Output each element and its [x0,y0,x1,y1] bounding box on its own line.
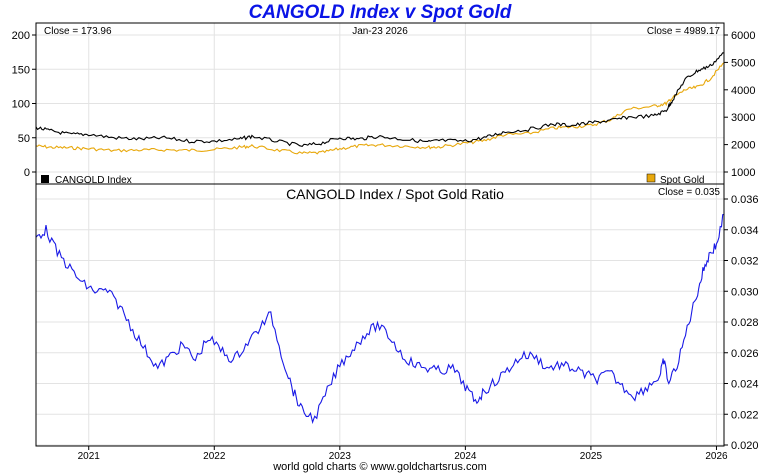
ratio-close-label: Close = 0.035 [658,187,720,198]
x-tick-label: 2022 [203,451,226,462]
legend-spot-gold-swatch [646,173,656,183]
ratio-tick-label: 0.024 [731,379,759,391]
right-tick-label: 4000 [731,85,755,97]
ratio-panel-title: CANGOLD Index / Spot Gold Ratio [286,186,504,202]
axis-ticks: 2021 2022 2023 2024 2025 2026 0 50 100 150 200 1000… [12,30,759,462]
ratio-tick-label: 0.020 [731,440,759,452]
right-tick-label: 2000 [731,140,755,152]
ratio-tick-label: 0.030 [731,286,759,298]
ratio-tick-label: 0.026 [731,348,759,360]
chart-title: CANGOLD Index v Spot Gold [248,2,512,23]
left-tick-label: 150 [12,64,30,76]
left-tick-label: 100 [12,99,30,111]
right-tick-label: 3000 [731,112,755,124]
bottom-panel-grid [36,184,724,446]
ratio-tick-label: 0.032 [731,256,759,268]
spot-gold-line [35,62,725,155]
footer-credit: world gold charts © www.goldchartsrus.co… [273,461,487,473]
left-tick-label: 50 [18,133,30,145]
ratio-tick-label: 0.028 [731,317,759,329]
ratio-tick-label: 0.036 [731,194,759,206]
right-tick-label: 1000 [731,167,755,179]
left-tick-label: 0 [24,167,30,179]
ratio-line [35,213,725,425]
x-tick-label: 2023 [329,451,352,462]
ratio-tick-label: 0.034 [731,225,759,237]
left-close-label: Close = 173.96 [44,26,112,37]
cangold-index-line [35,52,725,148]
x-tick-label: 2025 [580,451,603,462]
legend-cangold-swatch [41,175,49,183]
right-tick-label: 6000 [731,30,755,42]
right-tick-label: 5000 [731,57,755,69]
chart-frame [35,22,725,447]
left-tick-label: 200 [12,30,30,42]
x-tick-label: 2024 [454,451,477,462]
top-panel-grid [36,23,724,184]
legend-cangold-label: CANGOLD Index [55,175,132,186]
x-tick-label: 2021 [78,451,101,462]
legend-spot-gold-label: Spot Gold [660,175,704,186]
series-lines [35,52,725,425]
ratio-tick-label: 0.022 [731,409,759,421]
x-tick-label: 2026 [705,451,728,462]
right-close-label: Close = 4989.17 [647,26,721,37]
date-label: Jan-23 2026 [352,26,408,37]
